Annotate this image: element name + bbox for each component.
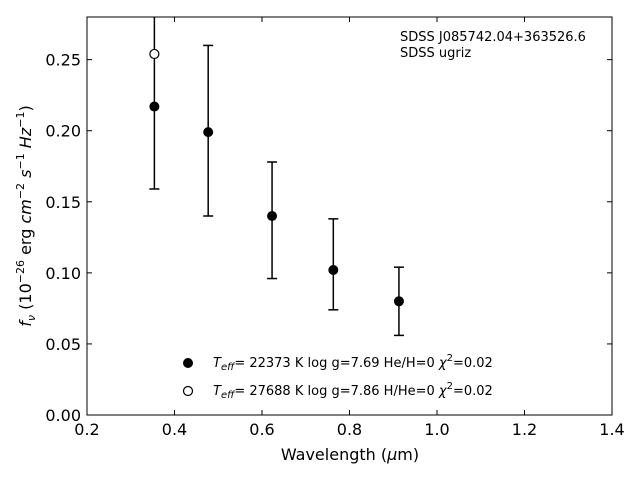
x-tick-label-6: 1.4 [599,420,624,439]
x-tick-label-2: 0.6 [249,420,274,439]
point-series0-2 [267,211,278,221]
x-axis-title: Wavelength (μm) [281,445,419,464]
point-series0-4 [393,296,404,307]
legend-label-2: Teff= 27688 K log g=7.86 H/He=0 χ2=0.02 [213,381,493,401]
y-tick-label-0: 0.00 [45,406,81,425]
legend-marker-open [182,385,194,397]
x-tick-label-5: 1.2 [512,420,537,439]
y-tick-label-3: 0.15 [45,193,81,212]
y-axis-title: fν (10−26 erg cm−2 s−1 Hz−1) [14,105,38,326]
point-series1-0 [149,48,160,60]
annotation-object: SDSS J085742.04+363526.6 [400,30,586,45]
y-tick-label-2: 0.10 [45,264,81,283]
y-axis-ticks: 0.00 0.05 0.10 0.15 0.20 0.25 [45,51,612,425]
plot-area [86,16,613,416]
legend-marker-filled [183,358,193,368]
x-tick-label-4: 1.0 [424,420,449,439]
annotation-survey: SDSS ugriz [400,46,471,61]
x-tick-label-0: 0.2 [74,420,99,439]
point-series0-3 [328,265,339,276]
legend-label-1: Teff= 22373 K log g=7.69 He/H=0 χ2=0.02 [213,353,493,373]
x-tick-label-1: 0.4 [162,420,187,439]
point-series0-1 [203,127,214,138]
y-tick-label-4: 0.20 [45,122,81,141]
y-tick-label-1: 0.05 [45,335,81,354]
y-tick-label-5: 0.25 [45,51,81,70]
point-series0-0 [149,101,160,112]
data-points [149,48,404,307]
x-axis-ticks: 0.2 0.4 0.6 0.8 1.0 1.2 1.4 [74,17,625,439]
legend: Teff= 22373 K log g=7.69 He/H=0 χ2=0.02 … [182,353,493,401]
x-tick-label-3: 0.8 [337,420,362,439]
